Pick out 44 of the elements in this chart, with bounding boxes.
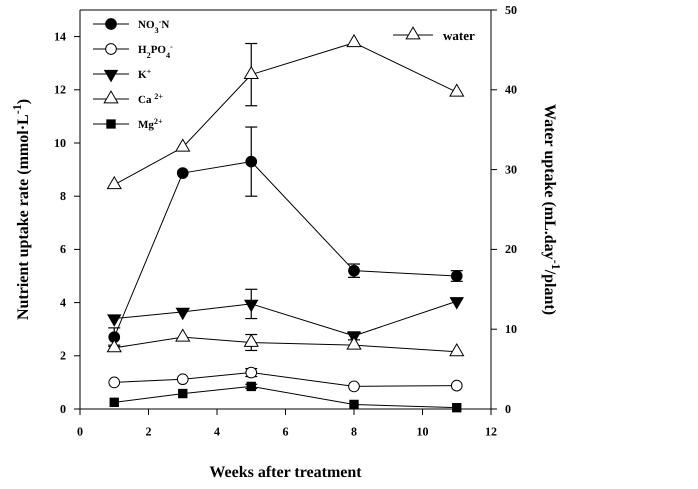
x-tick-label: 6 bbox=[282, 424, 288, 439]
point bbox=[175, 138, 190, 152]
legend-label: Mg$^{2+}$ bbox=[138, 116, 164, 131]
y2-tick-label: 50 bbox=[505, 2, 517, 17]
point bbox=[452, 402, 462, 412]
point bbox=[110, 398, 119, 408]
y-tick-label: 8 bbox=[60, 189, 66, 204]
x-tick-label: 4 bbox=[214, 424, 220, 439]
point bbox=[244, 66, 259, 80]
y-tick-label: 0 bbox=[60, 402, 66, 416]
y-tick-label: 4 bbox=[60, 295, 66, 310]
point bbox=[178, 388, 188, 398]
y-tick-label: 12 bbox=[54, 82, 66, 97]
legend-label: NO$_{3}$$^{-}$N bbox=[138, 16, 170, 34]
point bbox=[246, 382, 256, 392]
x-tick-label: 12 bbox=[485, 424, 497, 439]
point bbox=[349, 400, 359, 410]
legend-label: water bbox=[443, 28, 475, 43]
y-tick-label: 10 bbox=[54, 136, 66, 150]
point bbox=[245, 156, 258, 168]
y-tick-label: 2 bbox=[60, 348, 66, 363]
point bbox=[176, 167, 189, 179]
legend-label: Ca $^{2+}$ bbox=[138, 92, 164, 106]
y2-tick-label: 10 bbox=[505, 322, 517, 336]
y2-tick-label: 0 bbox=[505, 402, 511, 416]
y2-tick-label: 40 bbox=[505, 82, 517, 97]
x-axis-title: Weeks after treatment bbox=[209, 464, 362, 481]
x-tick-label: 2 bbox=[146, 424, 152, 439]
x-tick-label: 8 bbox=[351, 424, 357, 439]
y2-tick-label: 20 bbox=[505, 242, 517, 256]
point bbox=[450, 380, 463, 392]
point bbox=[106, 176, 122, 190]
x-tick-label: 10 bbox=[416, 424, 428, 439]
point bbox=[348, 380, 360, 392]
point bbox=[108, 331, 120, 344]
point bbox=[449, 84, 464, 97]
x-tick-label: 0 bbox=[77, 424, 83, 439]
point bbox=[176, 373, 189, 386]
point bbox=[108, 376, 120, 388]
point bbox=[346, 34, 362, 48]
legend-label: K$^{+}$ bbox=[138, 66, 152, 81]
y2-tick-label: 30 bbox=[505, 162, 517, 176]
y-tick-label: 6 bbox=[60, 242, 66, 256]
y-tick-label: 14 bbox=[54, 29, 66, 44]
